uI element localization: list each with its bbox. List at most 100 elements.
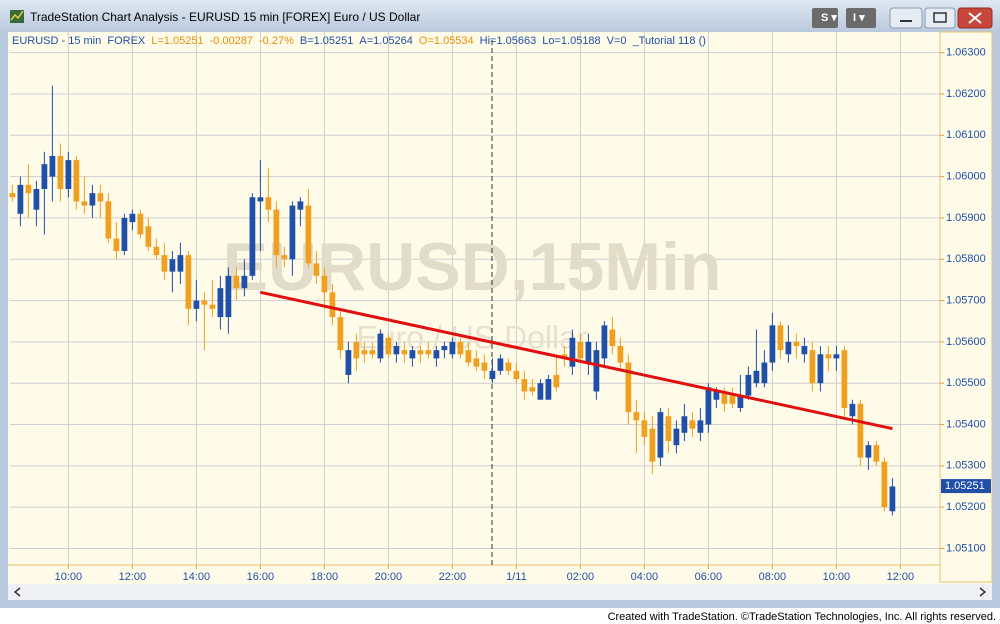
candle-body <box>73 160 80 202</box>
header-item: -0.00287 <box>210 35 253 47</box>
candle-body <box>353 341 360 359</box>
candle-body <box>153 246 160 256</box>
candle-body <box>113 238 120 251</box>
candle-body <box>385 337 392 355</box>
scroll-right[interactable] <box>979 587 987 597</box>
candle-body <box>609 329 616 347</box>
candle-body <box>89 193 96 206</box>
candle-body <box>49 155 56 177</box>
candle-body <box>249 197 256 276</box>
y-tick-label: 1.05800 <box>946 253 986 265</box>
candle-body <box>41 164 48 190</box>
x-tick-label: 20:00 <box>375 571 403 583</box>
candle-body <box>665 416 672 442</box>
marks: 1.05251 <box>9 85 991 516</box>
candle-body <box>881 461 888 508</box>
candle-body <box>393 346 400 355</box>
candle-body <box>489 370 496 380</box>
chart-area <box>8 32 992 600</box>
candle-body <box>785 341 792 355</box>
candle-body <box>617 346 624 363</box>
candle-body <box>865 445 872 458</box>
y-tick-label: 1.06000 <box>946 171 986 183</box>
candle-body <box>337 317 344 351</box>
candle-body <box>769 325 776 363</box>
header-item: V=0 <box>607 35 627 47</box>
candle-body <box>105 201 112 239</box>
x-tick-label: 18:00 <box>311 571 339 583</box>
maximize-button[interactable] <box>924 7 956 29</box>
candle-body <box>209 304 216 309</box>
candle-body <box>857 403 864 458</box>
candle-body <box>577 341 584 359</box>
candle-body <box>457 341 464 355</box>
candle-body <box>129 213 136 223</box>
candle-body <box>689 420 696 429</box>
candle-body <box>505 362 512 371</box>
candle-body <box>761 362 768 384</box>
y-tick-label: 1.05300 <box>946 460 986 472</box>
header-item: EURUSD - 15 min FOREX <box>12 35 146 47</box>
candle-body <box>465 350 472 363</box>
candle-body <box>417 350 424 355</box>
x-tick-label: 10:00 <box>55 571 83 583</box>
candle-body <box>425 350 432 355</box>
candle-body <box>745 374 752 396</box>
x-tick-label: 08:00 <box>759 571 787 583</box>
app-icon-line <box>10 10 24 21</box>
header-item: O=1.05534 <box>419 35 474 47</box>
scrollbar[interactable] <box>8 584 992 600</box>
candle-body <box>809 350 816 384</box>
candle-body <box>297 201 304 210</box>
x-tick-label: 12:00 <box>119 571 147 583</box>
candle-body <box>521 379 528 392</box>
candle-body <box>289 205 296 260</box>
x-tick-label: 10:00 <box>823 571 851 583</box>
y-tick-label: 1.06200 <box>946 88 986 100</box>
window-title: TradeStation Chart Analysis - EURUSD 15 … <box>30 10 420 24</box>
candle-body <box>793 341 800 347</box>
candle-body <box>273 209 280 256</box>
close-glyph <box>968 12 982 24</box>
indicator-button[interactable] <box>846 8 876 28</box>
minimize-button[interactable] <box>889 7 923 29</box>
y-tick-label: 1.06300 <box>946 47 986 59</box>
candle-body <box>713 391 720 400</box>
trendline <box>260 290 893 431</box>
candle-body <box>497 358 504 371</box>
candle-body <box>553 374 560 388</box>
candle-body <box>145 226 152 247</box>
y-tick-label: 1.05200 <box>946 501 986 513</box>
candle-body <box>177 255 184 272</box>
candle-body <box>449 341 456 355</box>
scroll-left[interactable] <box>13 587 21 597</box>
candle-body <box>409 350 416 359</box>
x-tick-label: 14:00 <box>183 571 211 583</box>
candle-body <box>25 184 32 194</box>
last-price-label: 1.05251 <box>945 480 985 492</box>
x-tick-label: 16:00 <box>247 571 275 583</box>
candle-body <box>305 205 312 264</box>
candle-body <box>369 350 376 355</box>
candle-body <box>313 263 320 276</box>
candle-body <box>233 275 240 289</box>
x-tick-label: 12:00 <box>887 571 915 583</box>
price-axis <box>939 31 993 583</box>
candle-body <box>585 341 592 363</box>
header-item: Hi=1.05663 <box>480 35 537 47</box>
candle-body <box>777 325 784 351</box>
candle-body <box>825 354 832 359</box>
candle-body <box>849 403 856 417</box>
y-tick-label: 1.06100 <box>946 129 986 141</box>
y-tick-label: 1.05500 <box>946 377 986 389</box>
candle-body <box>545 379 552 400</box>
candle-body <box>737 395 744 408</box>
style-button[interactable] <box>812 8 838 28</box>
candle-body <box>329 292 336 318</box>
candle-body <box>81 201 88 206</box>
y-tick-label: 1.05100 <box>946 542 986 554</box>
candle-body <box>889 486 896 512</box>
candle-body <box>137 213 144 235</box>
